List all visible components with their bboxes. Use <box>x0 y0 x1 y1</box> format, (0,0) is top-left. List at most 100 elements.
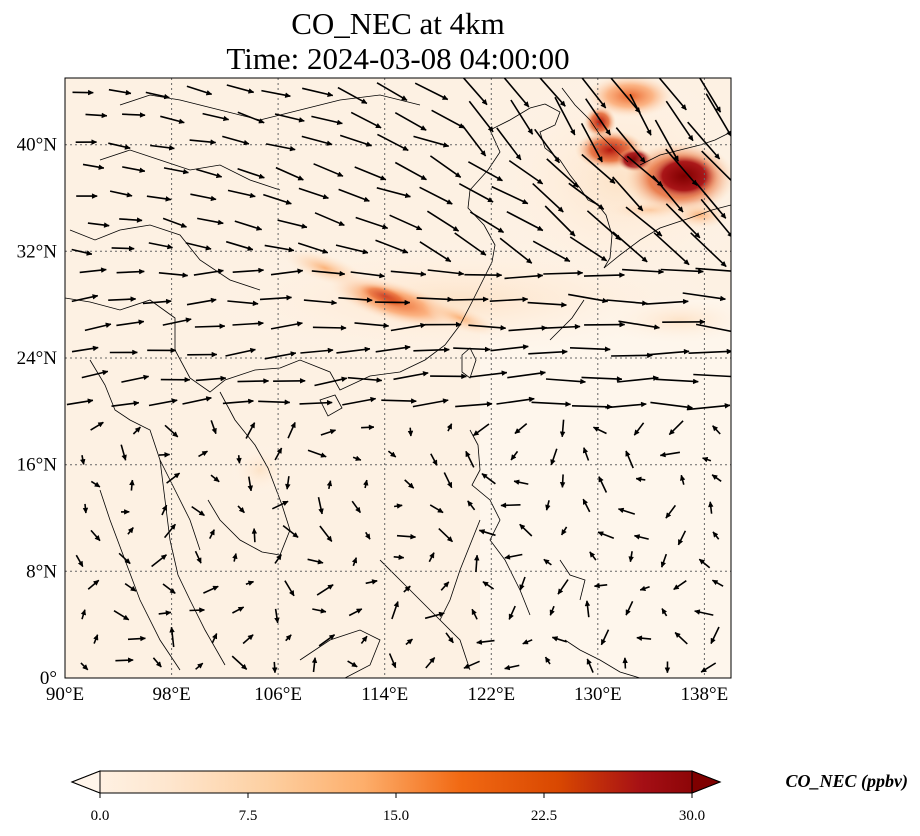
wind-vector <box>646 300 689 305</box>
wind-vector <box>615 127 646 164</box>
wind-vector-arrowhead <box>429 657 436 664</box>
wind-vector <box>693 373 731 378</box>
wind-vector <box>314 212 345 227</box>
wind-vector-arrowhead <box>724 403 731 409</box>
wind-vector-arrowhead <box>420 322 427 329</box>
wind-vector-arrowhead <box>559 431 566 438</box>
wind-vector-arrowhead <box>586 658 592 665</box>
wind-vector <box>469 211 505 234</box>
wind-vector-arrowhead <box>296 321 304 327</box>
wind-vector-arrowhead <box>446 481 452 489</box>
wind-vector <box>605 403 647 409</box>
wind-vector-arrowhead <box>169 588 176 594</box>
wind-vector-arrowhead <box>165 610 172 616</box>
wind-vector-arrowhead <box>276 554 282 561</box>
wind-vector <box>350 271 385 278</box>
wind-vector-arrowhead <box>525 257 533 264</box>
wind-vector <box>544 205 576 237</box>
wind-vector-arrowhead <box>301 223 308 229</box>
wind-vector-arrowhead <box>219 323 226 329</box>
wind-vector <box>461 124 487 157</box>
wind-vector <box>506 210 544 232</box>
wind-vector-arrowhead <box>143 374 150 381</box>
wind-vector-arrowhead <box>136 217 143 223</box>
wind-vector <box>419 186 453 205</box>
wind-vector <box>568 182 605 210</box>
wind-vector <box>390 323 426 332</box>
wind-vector-arrowhead <box>222 115 230 122</box>
wind-vector-arrowhead <box>432 459 438 466</box>
wind-vector <box>508 326 547 332</box>
wind-vector-arrowhead <box>124 558 131 564</box>
wind-vector-arrowhead <box>561 349 568 355</box>
wind-vector-arrowhead <box>674 632 681 639</box>
wind-vector-arrowhead <box>622 657 628 664</box>
wind-vector-arrowhead <box>522 344 529 350</box>
wind-vector <box>508 159 544 185</box>
wind-vector-arrowhead <box>411 398 417 404</box>
wind-vector <box>700 198 731 237</box>
wind-vector-arrowhead <box>282 501 289 507</box>
wind-vector-arrowhead <box>701 457 709 463</box>
wind-vector <box>431 109 465 129</box>
wind-vector <box>569 347 611 351</box>
wind-vector <box>468 100 494 133</box>
wind-vector-arrowhead <box>522 639 529 645</box>
wind-vector-arrowhead <box>98 164 105 170</box>
wind-vector-arrowhead <box>351 661 358 668</box>
wind-vector-arrowhead <box>338 220 345 226</box>
wind-vector-arrowhead <box>694 232 701 239</box>
wind-vector-arrowhead <box>668 428 675 436</box>
wind-vector-arrowhead <box>699 319 706 325</box>
wind-vector-arrowhead <box>452 225 460 232</box>
wind-vector-arrowhead <box>327 584 334 590</box>
lat-tick-label: 16°N <box>17 455 58 476</box>
wind-vector-arrowhead <box>130 296 137 302</box>
wind-vector-arrowhead <box>734 330 739 335</box>
lon-tick-label: 122°E <box>467 684 515 705</box>
wind-vector-arrowhead <box>155 661 162 668</box>
wind-vector <box>416 297 453 301</box>
wind-vector-arrowhead <box>711 474 718 481</box>
wind-vector-arrowhead <box>331 299 338 306</box>
wind-vector-arrowhead <box>484 346 491 353</box>
wind-vector <box>299 401 333 405</box>
wind-vector-arrowhead <box>504 664 511 671</box>
wind-vector-arrowhead <box>86 250 93 256</box>
wind-vector-arrowhead <box>92 579 100 586</box>
wind-vector-arrowhead <box>580 378 587 385</box>
wind-vector-arrowhead <box>326 140 333 146</box>
wind-vector-arrowhead <box>379 272 386 279</box>
wind-vector-arrowhead <box>339 270 346 277</box>
wind-vector <box>314 377 347 387</box>
wind-vector <box>687 121 721 160</box>
wind-vector-arrowhead <box>97 422 104 428</box>
wind-vector <box>311 270 345 275</box>
wind-vector-arrowhead <box>311 657 318 664</box>
wind-vector <box>496 127 522 161</box>
wind-vector-arrowhead <box>318 508 324 515</box>
wind-vector <box>499 237 533 264</box>
wind-vector-arrowhead <box>327 347 334 354</box>
wind-vector-arrowhead <box>172 431 179 438</box>
colorbar-tick-label: 7.5 <box>239 808 258 824</box>
wind-vector-arrowhead <box>549 609 555 616</box>
wind-vector-arrowhead <box>103 222 110 228</box>
wind-vector <box>618 320 660 329</box>
wind-vector-arrowhead <box>476 639 483 645</box>
wind-vector-arrowhead <box>211 632 218 640</box>
wind-vector <box>532 183 564 213</box>
wind-vector-arrowhead <box>545 656 551 663</box>
wind-vector-arrowhead <box>711 579 719 586</box>
wind-vector-arrowhead <box>420 271 427 277</box>
wind-vector-arrowhead <box>732 374 737 379</box>
wind-vector-arrowhead <box>126 192 133 198</box>
wind-vector <box>617 376 659 383</box>
wind-vector-arrowhead <box>727 232 731 237</box>
wind-vector-arrowhead <box>288 589 295 597</box>
wind-vector-arrowhead <box>381 223 389 230</box>
wind-vector-arrowhead <box>513 479 520 485</box>
wind-vector-arrowhead <box>597 531 604 537</box>
title-line-1: CO_NEC at 4km <box>291 6 505 41</box>
wind-vector-arrowhead <box>101 112 108 119</box>
